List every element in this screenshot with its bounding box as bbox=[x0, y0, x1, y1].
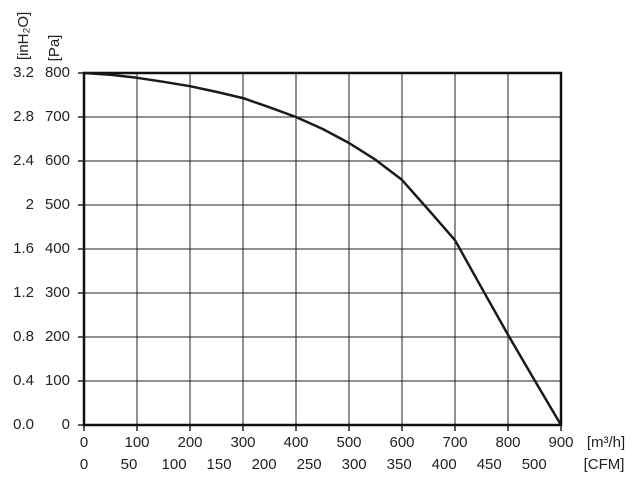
y-tick-label: 500 bbox=[45, 196, 70, 213]
x2-tick-label: 150 bbox=[207, 456, 232, 473]
x-tick-label: 300 bbox=[230, 434, 255, 451]
y-tick-label: 800 bbox=[45, 64, 70, 81]
x-tick-label: 600 bbox=[389, 434, 414, 451]
y-tick-label: 400 bbox=[45, 240, 70, 257]
y2-tick-label: 2 bbox=[26, 196, 34, 213]
x2-tick-label: 100 bbox=[162, 456, 187, 473]
x2-tick-label: 500 bbox=[522, 456, 547, 473]
y-tick-label: 0 bbox=[62, 416, 70, 433]
x2-tick-label: 200 bbox=[252, 456, 277, 473]
x2-tick-label: 350 bbox=[387, 456, 412, 473]
x-tick-label: 900 bbox=[548, 434, 573, 451]
x-tick-label: 400 bbox=[283, 434, 308, 451]
x2-tick-label: 400 bbox=[432, 456, 457, 473]
x2-axis-label: [CFM] bbox=[584, 456, 625, 473]
x-tick-label: 700 bbox=[442, 434, 467, 451]
x-tick-label: 500 bbox=[336, 434, 361, 451]
y2-tick-label: 3.2 bbox=[13, 64, 34, 81]
x2-tick-label: 50 bbox=[121, 456, 138, 473]
y-tick-label: 200 bbox=[45, 328, 70, 345]
x-axis-label: [m³/h] bbox=[587, 434, 625, 451]
y2-tick-label: 2.4 bbox=[13, 152, 34, 169]
x-tick-label: 0 bbox=[80, 434, 88, 451]
y2-tick-label: 2.8 bbox=[13, 108, 34, 125]
y2-axis-label: [inH₂O] bbox=[15, 12, 32, 60]
fan-curve bbox=[83, 71, 563, 426]
y-tick-label: 600 bbox=[45, 152, 70, 169]
x2-tick-label: 250 bbox=[297, 456, 322, 473]
y-tick-label: 300 bbox=[45, 284, 70, 301]
x-tick-label: 800 bbox=[495, 434, 520, 451]
x2-tick-label: 0 bbox=[80, 456, 88, 473]
y-tick-label: 100 bbox=[45, 372, 70, 389]
y2-tick-label: 0.8 bbox=[13, 328, 34, 345]
y-tick-label: 700 bbox=[45, 108, 70, 125]
x2-tick-label: 450 bbox=[477, 456, 502, 473]
x-tick-label: 100 bbox=[124, 434, 149, 451]
y-axis-label: [Pa] bbox=[46, 35, 63, 62]
y2-tick-label: 0.4 bbox=[13, 372, 34, 389]
x-tick-label: 200 bbox=[177, 434, 202, 451]
plot-frame bbox=[82, 71, 563, 427]
x2-tick-label: 300 bbox=[342, 456, 367, 473]
y2-tick-label: 1.6 bbox=[13, 240, 34, 257]
y2-tick-label: 1.2 bbox=[13, 284, 34, 301]
y2-tick-label: 0.0 bbox=[13, 416, 34, 433]
